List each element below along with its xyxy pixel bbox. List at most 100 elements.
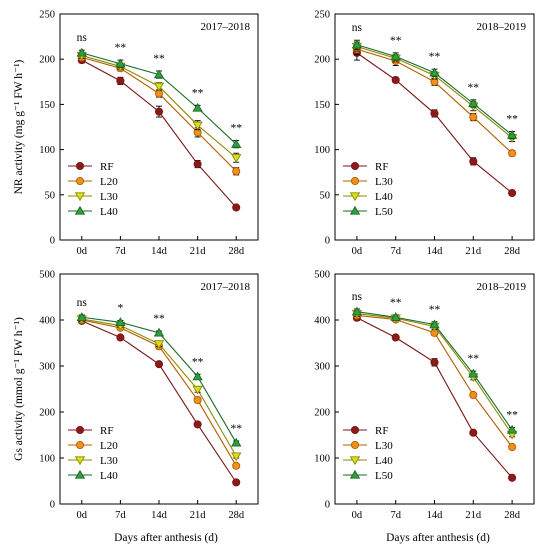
data-point	[391, 75, 400, 85]
legend: RF L30 L40 L50	[343, 161, 393, 218]
significance-label: **	[429, 304, 441, 316]
chart-panel-3: 0 100 200 300 400 500 0d 7d 14d 21d 28d 2017–2018 Gs…	[13, 270, 259, 521]
data-point	[193, 420, 202, 429]
legend-label: L40	[100, 206, 118, 218]
x-axis-label-left: Days after anthesis (d)	[114, 532, 218, 544]
data-point	[429, 319, 440, 329]
y-tick-label: 400	[314, 316, 330, 327]
data-point	[232, 461, 241, 470]
data-point	[231, 452, 242, 462]
significance-label: ns	[77, 297, 88, 309]
year-label: 2017–2018	[201, 281, 251, 293]
y-tick-label: 250	[314, 10, 330, 21]
data-point	[115, 58, 126, 68]
data-point	[508, 149, 517, 158]
y-tick-label: 250	[39, 10, 55, 21]
significance-label: **	[390, 297, 402, 309]
legend-label: RF	[375, 161, 388, 173]
series-line	[81, 52, 237, 145]
legend-label: L40	[100, 470, 118, 482]
y-tick-label: 200	[314, 55, 330, 66]
y-tick-label: 0	[325, 500, 330, 511]
x-tick-label: 14d	[427, 246, 444, 257]
legend-marker	[75, 161, 85, 171]
legend-label: L50	[375, 470, 393, 482]
data-point	[468, 98, 479, 108]
data-point	[351, 306, 363, 316]
data-point	[115, 317, 126, 326]
legend-marker	[349, 469, 361, 479]
significance-label: ns	[77, 32, 88, 44]
data-point	[153, 82, 165, 92]
x-tick-label: 21d	[465, 246, 482, 257]
legend: RF L30 L40 L50	[343, 425, 393, 482]
significance-label: ns	[352, 291, 363, 303]
significance-label: **	[153, 313, 165, 325]
legend-marker	[350, 176, 360, 186]
legend-label: L50	[375, 206, 393, 218]
x-tick-label: 21d	[190, 510, 207, 521]
data-point	[232, 478, 241, 487]
year-label: 2017–2018	[201, 21, 251, 33]
data-point	[469, 390, 478, 400]
y-tick-label: 300	[39, 362, 55, 373]
legend-label: RF	[100, 161, 113, 173]
data-point	[192, 371, 203, 381]
y-tick-label: 150	[39, 100, 55, 111]
legend-marker	[350, 440, 360, 450]
legend-marker	[349, 456, 361, 466]
legend-marker	[75, 440, 85, 450]
legend-label: RF	[100, 425, 113, 437]
chart-panel-1: 0 50 100 150 200 250 0d 7d 14d 21d 28d 2017–2018 NR …	[13, 10, 259, 257]
data-point	[153, 340, 165, 350]
data-point	[232, 167, 241, 176]
x-tick-label: 0d	[352, 246, 363, 257]
y-tick-label: 300	[314, 362, 330, 373]
legend-marker	[349, 205, 361, 215]
data-point	[469, 157, 478, 166]
significance-label: **	[506, 114, 518, 126]
significance-label: **	[468, 353, 480, 365]
data-point	[232, 203, 241, 212]
data-point	[390, 312, 401, 321]
legend-label: L30	[375, 176, 393, 188]
data-point	[154, 360, 164, 369]
y-axis-label: Gs activity (mmol g⁻¹ FW h⁻¹)	[13, 317, 25, 461]
significance-label: **	[192, 87, 204, 99]
significance-label: **	[429, 51, 441, 63]
x-tick-label: 7d	[115, 510, 126, 521]
y-tick-label: 200	[39, 408, 55, 419]
legend-marker	[350, 425, 360, 435]
x-tick-label: 0d	[77, 246, 88, 257]
data-point	[429, 67, 440, 77]
legend: RF L20 L30 L40	[68, 161, 118, 218]
chart-panel-2: 0 50 100 150 200 250 0d 7d 14d 21d 28d 2018–2019 ns *…	[314, 10, 535, 257]
legend-label: L30	[100, 191, 118, 203]
x-tick-label: 28d	[228, 246, 245, 257]
y-tick-label: 150	[314, 100, 330, 111]
legend-marker	[75, 425, 85, 435]
data-point	[153, 327, 165, 337]
data-point	[76, 47, 87, 57]
data-point	[231, 437, 242, 447]
x-axis-label-right: Days after anthesis (d)	[386, 532, 490, 544]
x-tick-label: 14d	[151, 510, 168, 521]
y-tick-label: 200	[314, 408, 330, 419]
data-point	[391, 333, 400, 342]
significance-label: **	[230, 423, 242, 435]
y-tick-label: 500	[314, 270, 330, 281]
legend-marker	[75, 176, 85, 186]
y-tick-label: 0	[325, 236, 330, 247]
chart-panel-4: 0 100 200 300 400 500 0d 7d 14d 21d 28d 2018–2019 ns…	[314, 270, 535, 521]
legend-label: L20	[100, 176, 118, 188]
data-point	[469, 428, 478, 437]
y-tick-label: 100	[314, 454, 330, 465]
x-tick-label: 0d	[77, 510, 88, 521]
data-point	[192, 385, 203, 395]
data-point	[430, 109, 439, 118]
x-tick-label: 28d	[504, 510, 521, 521]
data-point	[154, 107, 164, 116]
data-point	[469, 113, 478, 122]
data-point	[430, 358, 439, 367]
